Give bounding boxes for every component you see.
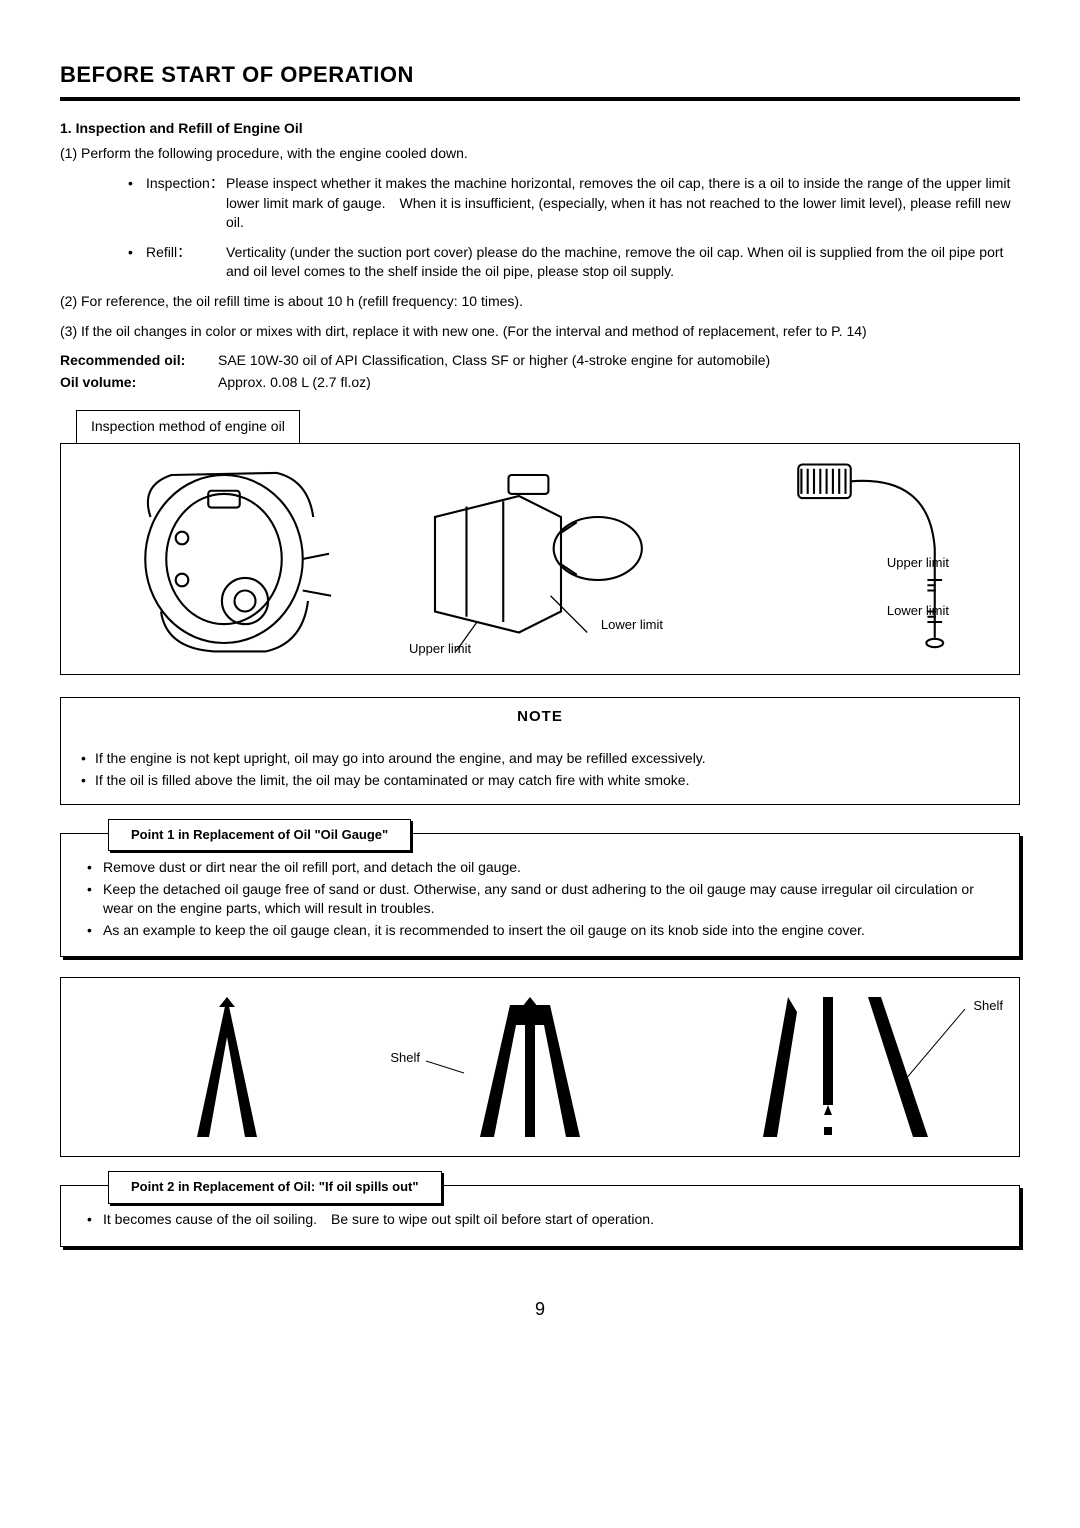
inspection-row: • Inspection： Please inspect whether it … bbox=[128, 174, 1020, 233]
inspection-body: Please inspect whether it makes the mach… bbox=[226, 174, 1020, 233]
note-box: NOTE If the engine is not kept upright, … bbox=[60, 697, 1020, 805]
figure-container: Upper limit Lower limit Upper limit Lowe… bbox=[60, 443, 1020, 675]
oil-vol-label: Oil volume: bbox=[60, 373, 218, 393]
engine-drawing-1-icon bbox=[73, 454, 375, 664]
note-item: If the engine is not kept upright, oil m… bbox=[77, 749, 1003, 769]
rec-oil-label: Recommended oil: bbox=[60, 351, 218, 371]
shelf-shape-1-icon bbox=[147, 997, 307, 1137]
shelf-panel-1 bbox=[85, 997, 368, 1137]
figure-panel-3: Upper limit Lower limit bbox=[705, 454, 1007, 664]
rec-oil-value: SAE 10W-30 oil of API Classification, Cl… bbox=[218, 351, 1020, 371]
refill-term: Refill： bbox=[146, 243, 226, 282]
figure-caption: Inspection method of engine oil bbox=[76, 410, 300, 443]
shelf-label-2: Shelf bbox=[390, 1049, 420, 1067]
point1-item: Remove dust or dirt near the oil refill … bbox=[79, 858, 1001, 878]
shelf-pointer-2-icon bbox=[426, 1057, 466, 1077]
bullet-icon: • bbox=[128, 243, 146, 282]
point1-tab: Point 1 in Replacement of Oil "Oil Gauge… bbox=[108, 819, 411, 851]
shelf-panel-2: Shelf bbox=[398, 997, 681, 1137]
shelf-pointer-3-icon bbox=[895, 1009, 965, 1089]
oil-volume-row: Oil volume: Approx. 0.08 L (2.7 fl.oz) bbox=[60, 373, 1020, 393]
point2-tab: Point 2 in Replacement of Oil: "If oil s… bbox=[108, 1171, 442, 1203]
anno-lower-limit-3: Lower limit bbox=[887, 602, 949, 620]
anno-lower-limit-2: Lower limit bbox=[601, 616, 663, 634]
shelf-panel-3: Shelf bbox=[712, 997, 995, 1137]
point1-item: Keep the detached oil gauge free of sand… bbox=[79, 880, 1001, 919]
section-heading: 1. Inspection and Refill of Engine Oil bbox=[60, 119, 1020, 139]
figure-panel-1 bbox=[73, 454, 375, 664]
inspection-term: Inspection： bbox=[146, 174, 226, 233]
step-3: (3) If the oil changes in color or mixes… bbox=[60, 322, 1020, 342]
figure-panel-2: Upper limit Lower limit bbox=[389, 454, 691, 664]
note-body: If the engine is not kept upright, oil m… bbox=[61, 735, 1019, 804]
bullet-icon: • bbox=[128, 174, 146, 233]
recommended-oil-row: Recommended oil: SAE 10W-30 oil of API C… bbox=[60, 351, 1020, 371]
page-title: BEFORE START OF OPERATION bbox=[60, 60, 1020, 91]
page-number: 9 bbox=[60, 1297, 1020, 1322]
refill-row: • Refill： Verticality (under the suction… bbox=[128, 243, 1020, 282]
shelf-label-3: Shelf bbox=[973, 997, 1003, 1015]
shelf-shape-2-icon bbox=[450, 997, 630, 1137]
note-item: If the oil is filled above the limit, th… bbox=[77, 771, 1003, 791]
refill-body: Verticality (under the suction port cove… bbox=[226, 243, 1020, 282]
note-title: NOTE bbox=[61, 698, 1019, 735]
dipstick-drawing-icon bbox=[705, 454, 1007, 664]
point1-box: Point 1 in Replacement of Oil "Oil Gauge… bbox=[60, 833, 1020, 957]
point2-box: Point 2 in Replacement of Oil: "If oil s… bbox=[60, 1185, 1020, 1247]
point1-item: As an example to keep the oil gauge clea… bbox=[79, 921, 1001, 941]
step-1: (1) Perform the following procedure, wit… bbox=[60, 144, 1020, 164]
figure-engine-oil: Inspection method of engine oil bbox=[60, 410, 1020, 675]
point2-item: It becomes cause of the oil soiling. Be … bbox=[79, 1210, 1001, 1230]
oil-vol-value: Approx. 0.08 L (2.7 fl.oz) bbox=[218, 373, 1020, 393]
step-2: (2) For reference, the oil refill time i… bbox=[60, 292, 1020, 312]
anno-upper-limit-2: Upper limit bbox=[409, 640, 471, 658]
anno-upper-limit-3: Upper limit bbox=[887, 554, 949, 572]
shelf-figure: Shelf Shelf bbox=[60, 977, 1020, 1157]
title-rule bbox=[60, 97, 1020, 101]
